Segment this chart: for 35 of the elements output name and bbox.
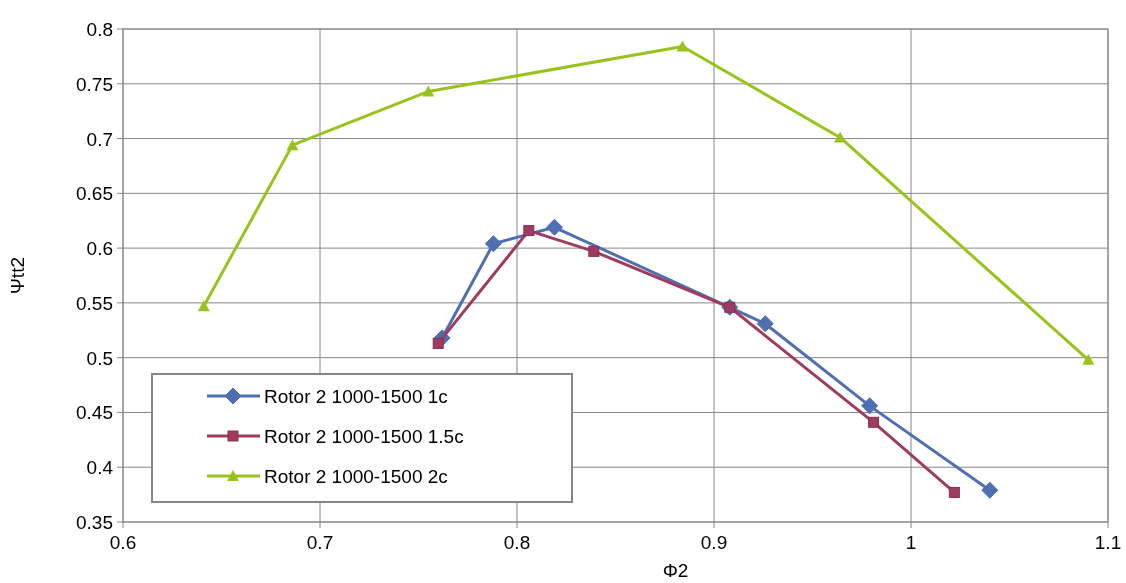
- y-tick-label: 0.6: [86, 238, 113, 260]
- x-tick-label: 0.9: [700, 532, 728, 553]
- x-tick-label: 0.7: [306, 532, 334, 553]
- point: [286, 139, 299, 151]
- y-tick-label: 0.65: [76, 183, 113, 205]
- y-tick-label: 0.75: [76, 73, 113, 95]
- point: [588, 245, 600, 257]
- legend-label: Rotor 2 1000-1500 2c: [264, 466, 448, 487]
- legend-label: Rotor 2 1000-1500 1c: [264, 386, 448, 407]
- y-tick-label: 0.35: [76, 512, 113, 533]
- x-tick-label: 0.6: [109, 532, 137, 553]
- point: [197, 300, 210, 312]
- y-tick-label: 0.7: [86, 128, 113, 150]
- y-tick-label: 0.4: [86, 457, 114, 479]
- legend-label: Rotor 2 1000-1500 1.5c: [264, 426, 464, 447]
- x-tick-label: 0.8: [503, 532, 531, 553]
- y-tick-label: 0.55: [76, 292, 113, 314]
- x-tick-label: 1: [905, 532, 917, 553]
- y-tick-label: 0.45: [76, 402, 113, 424]
- point: [484, 235, 502, 253]
- point: [981, 481, 999, 499]
- point: [545, 218, 563, 236]
- point: [523, 225, 535, 237]
- point: [422, 85, 435, 97]
- x-tick-label: 1.1: [1094, 532, 1122, 553]
- point: [1082, 353, 1095, 365]
- y-tick-label: 0.5: [86, 347, 113, 369]
- point: [868, 416, 880, 428]
- point: [861, 397, 879, 415]
- point: [676, 40, 689, 52]
- y-tick-label: 0.8: [86, 19, 113, 40]
- x-axis-title: Φ2: [662, 560, 689, 581]
- y-axis-title: Ψtt2: [7, 257, 28, 294]
- point: [948, 486, 960, 498]
- point: [756, 315, 774, 333]
